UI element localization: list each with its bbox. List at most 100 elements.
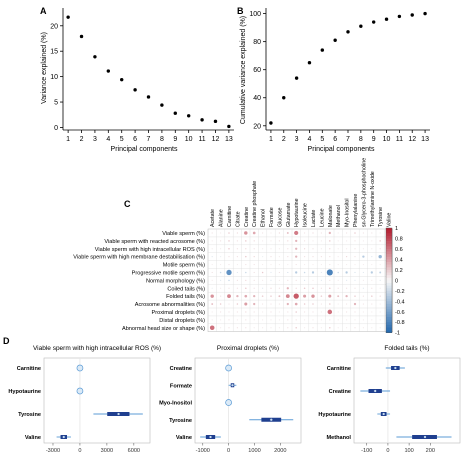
forest-proximal-estimate <box>225 364 232 372</box>
heatmap-column-label: Methanol <box>336 205 342 227</box>
heatmap-cell <box>270 311 272 313</box>
colorbar-tick-label: 0 <box>395 278 398 284</box>
heatmap-cell <box>320 287 322 289</box>
heatmap-cell <box>354 240 356 242</box>
heatmap-cell <box>228 279 230 282</box>
panel-b-point <box>410 13 414 17</box>
heatmap-cell <box>370 271 373 274</box>
heatmap-cell <box>253 311 255 313</box>
forest-ros-frame <box>43 357 151 444</box>
panel-b-y-tick-label: 40 <box>253 95 261 102</box>
heatmap-cell <box>362 232 364 234</box>
colorbar-segment <box>386 267 392 271</box>
panel-b-point <box>294 76 299 80</box>
panel-a-point <box>227 124 231 129</box>
heatmap-cell <box>209 325 215 331</box>
heatmap-cell <box>295 263 297 266</box>
panel-a-point <box>200 118 204 122</box>
heatmap-cell <box>346 319 348 321</box>
heatmap-cell <box>244 231 248 235</box>
heatmap-cell <box>379 319 381 321</box>
heatmap-cell <box>211 311 213 313</box>
panel-b-point <box>371 20 376 24</box>
forest-folded-estimate <box>423 435 427 439</box>
panel-b-letter: B <box>237 6 244 16</box>
heatmap-column-label: Carnitine <box>227 206 233 227</box>
heatmap-cell <box>295 279 297 281</box>
heatmap-cell <box>346 263 348 266</box>
heatmap-cell <box>320 311 322 313</box>
heatmap-cell <box>354 248 356 250</box>
heatmap-cell <box>320 271 322 274</box>
panel-b-x-tick-label: 9 <box>372 136 376 143</box>
heatmap-cell <box>329 248 331 250</box>
heatmap-cell <box>346 232 348 234</box>
heatmap-column-label: Creatine <box>244 207 250 227</box>
panel-b-y-tick-label: 60 <box>253 67 261 74</box>
heatmap-cell <box>294 302 298 306</box>
heatmap-cell <box>304 279 306 281</box>
heatmap-cell <box>304 263 306 266</box>
heatmap-cell <box>326 269 333 276</box>
panel-b-x-tick-label: 10 <box>383 136 391 143</box>
heatmap-row-label: Viable sperm (%) <box>162 231 205 237</box>
heatmap-cell <box>245 327 247 329</box>
forest-ros-x-tick-label: -3000 <box>46 448 60 454</box>
heatmap-cell <box>371 279 373 281</box>
colorbar-segment <box>386 275 392 279</box>
heatmap-cell <box>329 319 331 321</box>
heatmap-cell <box>362 287 364 289</box>
forest-ros-title: Viable sperm with high intracellular ROS… <box>33 345 161 352</box>
forest-proximal-x-tick-label: -1000 <box>196 448 210 454</box>
heatmap-cell <box>236 303 239 305</box>
heatmap-cell <box>346 303 348 305</box>
heatmap-cell <box>304 327 306 329</box>
heatmap-cell <box>304 256 306 258</box>
heatmap-cell <box>345 295 348 298</box>
colorbar-tick-label: -0.6 <box>395 310 405 316</box>
heatmap-cell <box>220 232 222 234</box>
heatmap-cell <box>327 309 333 315</box>
panel-a-letter: A <box>40 6 47 16</box>
panel-b-y-tick-label: 80 <box>253 39 261 46</box>
forest-ros-x-tick-label: 0 <box>78 448 81 454</box>
heatmap-cell <box>270 303 272 305</box>
panel-a-xlabel: Principal components <box>111 146 178 153</box>
colorbar-tick-label: -0.4 <box>395 299 405 305</box>
heatmap-cell <box>354 279 356 281</box>
forest-folded-frame <box>353 357 461 444</box>
heatmap-cell <box>295 247 298 250</box>
panel-b-x-tick-label: 1 <box>269 136 273 143</box>
heatmap-cell <box>253 271 255 274</box>
heatmap-cell <box>211 240 213 242</box>
heatmap-cell <box>227 294 231 299</box>
colorbar-segment <box>386 243 392 247</box>
forest-folded-category-label: Methanol <box>326 435 351 441</box>
heatmap-cell <box>337 263 339 266</box>
heatmap-cell <box>253 327 255 329</box>
heatmap-cell <box>220 248 222 250</box>
heatmap-cell <box>236 271 238 274</box>
panel-a-x-tick-label: 7 <box>147 136 151 143</box>
forest-proximal-estimate <box>230 383 235 387</box>
heatmap-cell <box>210 294 214 298</box>
panel-b-point <box>384 17 389 21</box>
colorbar-tick-label: 1 <box>395 226 398 232</box>
heatmap-cell <box>245 319 247 321</box>
heatmap-row-label: Distal droplets (%) <box>159 318 205 324</box>
colorbar-segment <box>386 314 392 318</box>
forest-folded-x-tick-label: 0 <box>386 448 389 454</box>
heatmap-cell <box>220 287 222 289</box>
heatmap-cell <box>220 263 222 266</box>
colorbar-segment <box>386 272 392 276</box>
panel-a-point <box>213 119 218 124</box>
heatmap-cell <box>253 248 255 250</box>
heatmap-cell <box>278 319 280 321</box>
heatmap-cell <box>278 263 280 266</box>
forest-folded-x-tick-label: 200 <box>426 448 435 454</box>
heatmap-cell <box>371 248 373 250</box>
heatmap-cell <box>354 319 356 321</box>
heatmap-cell <box>312 232 314 234</box>
panel-a-point <box>120 77 124 82</box>
heatmap-cell <box>362 240 364 242</box>
